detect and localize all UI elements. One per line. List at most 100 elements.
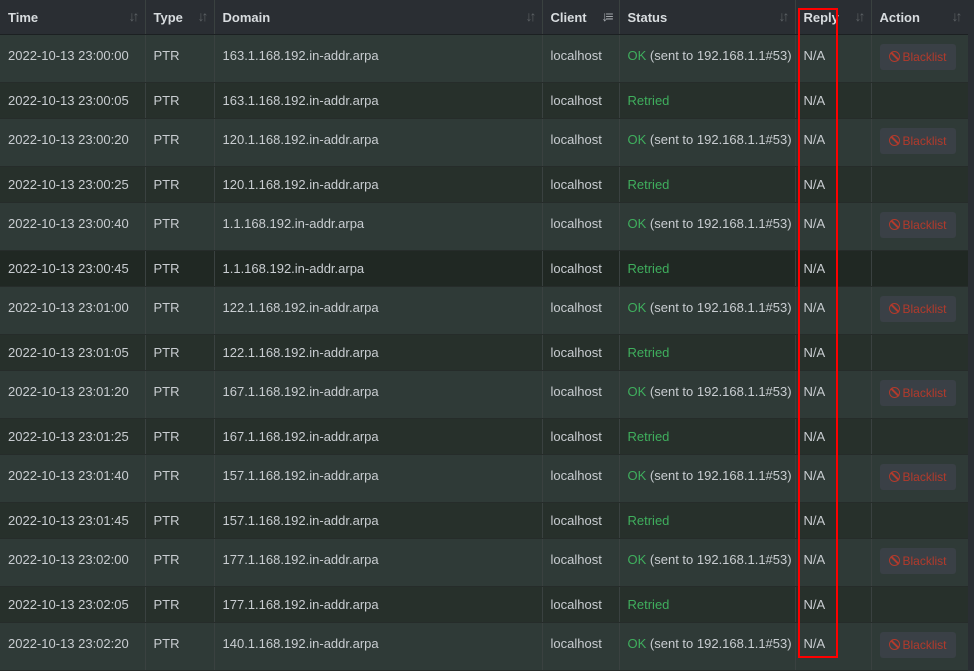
type-cell: PTR [145,370,215,419]
status-detail: (sent to 192.168.1.1#53) [646,636,792,651]
sort-icon[interactable]: ↓↑ [525,8,537,24]
time-cell: 2022-10-13 23:01:45 [0,502,146,539]
domain-cell: 120.1.168.192.in-addr.arpa [214,166,543,203]
blacklist-button[interactable]: Blacklist [879,296,956,322]
sort-desc-icon[interactable]: ↓≡ [601,8,613,24]
table-row[interactable]: 2022-10-13 23:00:40 PTR 1.1.168.192.in-a… [0,202,969,251]
column-header-reply[interactable]: Reply ↓↑ [795,0,872,35]
blacklist-button[interactable]: Blacklist [879,464,956,490]
sort-icon[interactable]: ↓↑ [778,8,790,24]
type-cell: PTR [145,34,215,83]
status-retried: Retried [627,93,670,108]
client-cell: localhost [542,502,620,539]
client-cell: localhost [542,82,620,119]
column-header-status[interactable]: Status ↓↑ [619,0,796,35]
reply-cell: N/A [795,286,872,335]
blacklist-button[interactable]: Blacklist [879,548,956,574]
table-row[interactable]: 2022-10-13 23:00:00 PTR 163.1.168.192.in… [0,34,969,83]
status-retried: Retried [627,261,670,276]
scrollbar[interactable] [968,0,974,671]
blacklist-button[interactable]: Blacklist [879,212,956,238]
client-cell: localhost [542,622,620,671]
sort-icon[interactable]: ↓↑ [854,8,866,24]
client-cell: localhost [542,586,620,623]
blacklist-button[interactable]: Blacklist [879,44,956,70]
reply-cell: N/A [795,370,872,419]
client-cell: localhost [542,454,620,503]
column-header-client[interactable]: Client ↓≡ [542,0,620,35]
sort-icon[interactable]: ↓↑ [128,8,140,24]
client-cell: localhost [542,334,620,371]
status-cell: OK (sent to 192.168.1.1#53) [619,286,796,335]
table-row[interactable]: 2022-10-13 23:00:20 PTR 120.1.168.192.in… [0,118,969,167]
status-ok: OK [627,132,647,147]
type-cell: PTR [145,334,215,371]
time-cell: 2022-10-13 23:00:40 [0,202,146,251]
time-cell: 2022-10-13 23:02:05 [0,586,146,623]
column-label: Client [550,9,587,25]
sort-icon[interactable]: ↓↑ [951,8,963,24]
table-row[interactable]: 2022-10-13 23:01:25 PTR 167.1.168.192.in… [0,418,969,455]
table-row[interactable]: 2022-10-13 23:00:05 PTR 163.1.168.192.in… [0,82,969,119]
status-ok: OK [627,552,647,567]
table-row[interactable]: 2022-10-13 23:02:00 PTR 177.1.168.192.in… [0,538,969,587]
ban-icon [888,387,900,398]
action-cell: Blacklist [871,286,969,335]
domain-cell: 163.1.168.192.in-addr.arpa [214,82,543,119]
column-header-action[interactable]: Action ↓↑ [871,0,969,35]
ban-icon [888,471,900,482]
type-cell: PTR [145,202,215,251]
status-cell: Retried [619,502,796,539]
status-detail: (sent to 192.168.1.1#53) [646,384,792,399]
table-row[interactable]: 2022-10-13 23:00:25 PTR 120.1.168.192.in… [0,166,969,203]
sort-icon[interactable]: ↓↑ [197,8,209,24]
time-cell: 2022-10-13 23:01:40 [0,454,146,503]
reply-cell: N/A [795,202,872,251]
blacklist-label: Blacklist [902,554,947,568]
blacklist-button[interactable]: Blacklist [879,380,956,406]
table-row[interactable]: 2022-10-13 23:01:05 PTR 122.1.168.192.in… [0,334,969,371]
domain-cell: 1.1.168.192.in-addr.arpa [214,250,543,287]
status-ok: OK [627,468,647,483]
column-label: Reply [803,9,839,25]
type-cell: PTR [145,538,215,587]
status-retried: Retried [627,513,670,528]
column-header-domain[interactable]: Domain ↓↑ [214,0,543,35]
action-cell: Blacklist [871,370,969,419]
status-cell: OK (sent to 192.168.1.1#53) [619,622,796,671]
action-cell: Blacklist [871,34,969,83]
blacklist-button[interactable]: Blacklist [879,128,956,154]
type-cell: PTR [145,454,215,503]
table-row[interactable]: 2022-10-13 23:02:05 PTR 177.1.168.192.in… [0,586,969,623]
reply-cell: N/A [795,334,872,371]
ban-icon [888,555,900,566]
client-cell: localhost [542,118,620,167]
reply-cell: N/A [795,586,872,623]
domain-cell: 140.1.168.192.in-addr.arpa [214,622,543,671]
table-row[interactable]: 2022-10-13 23:01:40 PTR 157.1.168.192.in… [0,454,969,503]
table-row[interactable]: 2022-10-13 23:01:20 PTR 167.1.168.192.in… [0,370,969,419]
ban-icon [888,219,900,230]
status-retried: Retried [627,597,670,612]
client-cell: localhost [542,538,620,587]
client-cell: localhost [542,418,620,455]
action-cell: Blacklist [871,538,969,587]
column-header-type[interactable]: Type ↓↑ [145,0,215,35]
column-header-time[interactable]: Time ↓↑ [0,0,146,35]
table-row[interactable]: 2022-10-13 23:02:20 PTR 140.1.168.192.in… [0,622,969,671]
action-cell: Blacklist [871,622,969,671]
action-cell: Blacklist [871,202,969,251]
table-row[interactable]: 2022-10-13 23:01:00 PTR 122.1.168.192.in… [0,286,969,335]
time-cell: 2022-10-13 23:00:45 [0,250,146,287]
domain-cell: 163.1.168.192.in-addr.arpa [214,34,543,83]
blacklist-label: Blacklist [902,302,947,316]
domain-cell: 177.1.168.192.in-addr.arpa [214,538,543,587]
type-cell: PTR [145,250,215,287]
table-row[interactable]: 2022-10-13 23:00:45 PTR 1.1.168.192.in-a… [0,250,969,287]
reply-cell: N/A [795,502,872,539]
blacklist-button[interactable]: Blacklist [879,632,956,658]
status-cell: Retried [619,418,796,455]
domain-cell: 167.1.168.192.in-addr.arpa [214,370,543,419]
table-row[interactable]: 2022-10-13 23:01:45 PTR 157.1.168.192.in… [0,502,969,539]
